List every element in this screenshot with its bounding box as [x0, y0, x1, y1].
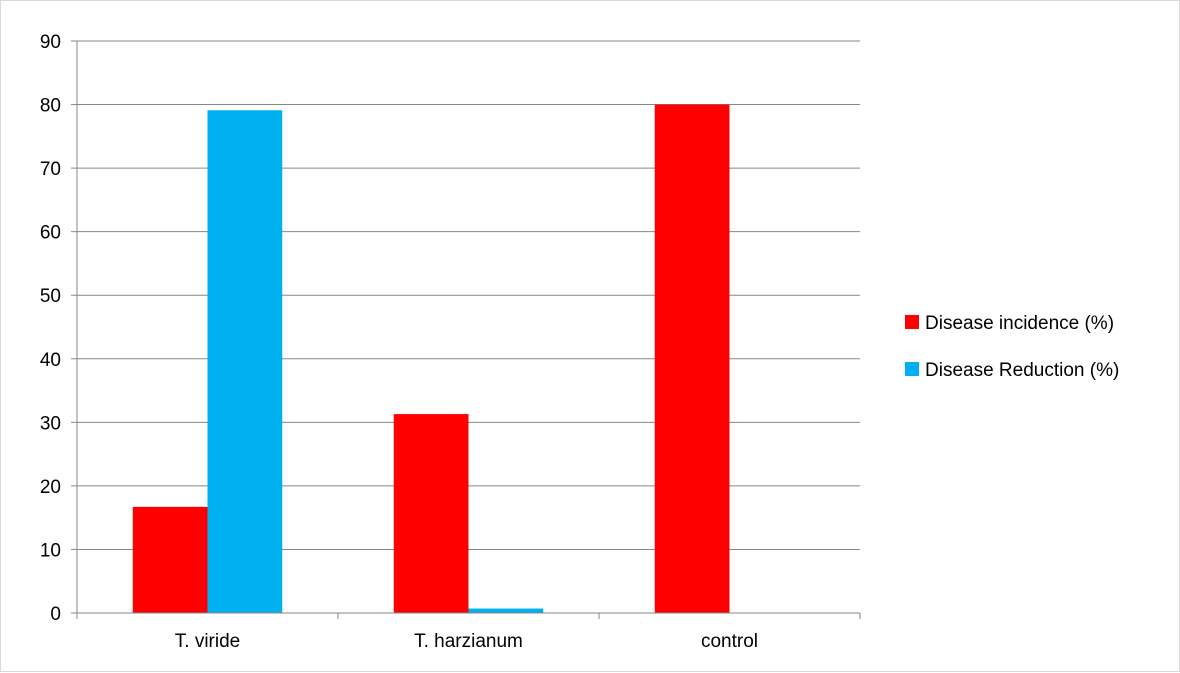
y-tick-label: 10: [40, 540, 61, 561]
y-tick-label: 90: [40, 32, 61, 53]
legend-label: Disease incidence (%): [925, 313, 1114, 334]
y-tick-label: 70: [40, 159, 61, 180]
x-category-label: control: [701, 631, 758, 652]
legend: Disease incidence (%) Disease Reduction (…: [905, 313, 1119, 381]
x-category-label: T. harzianum: [414, 631, 523, 652]
y-tick-label: 50: [40, 286, 61, 307]
bar-disease-reduction-0: [208, 110, 283, 613]
legend-swatch: [905, 315, 919, 329]
y-tick-label: 0: [50, 604, 61, 625]
legend-label: Disease Reduction (%): [925, 360, 1119, 381]
y-tick-label: 20: [40, 477, 61, 498]
x-category-label: T. viride: [175, 631, 240, 652]
y-tick-label: 30: [40, 413, 61, 434]
bar-disease-reduction-1: [469, 609, 544, 613]
legend-swatch: [905, 362, 919, 376]
bar-disease-incidence-2: [655, 105, 730, 613]
bar-disease-incidence-0: [133, 507, 208, 613]
y-tick-label: 40: [40, 350, 61, 371]
y-tick-label: 60: [40, 223, 61, 244]
y-tick-label: 80: [40, 96, 61, 117]
bar-disease-incidence-1: [394, 414, 469, 613]
